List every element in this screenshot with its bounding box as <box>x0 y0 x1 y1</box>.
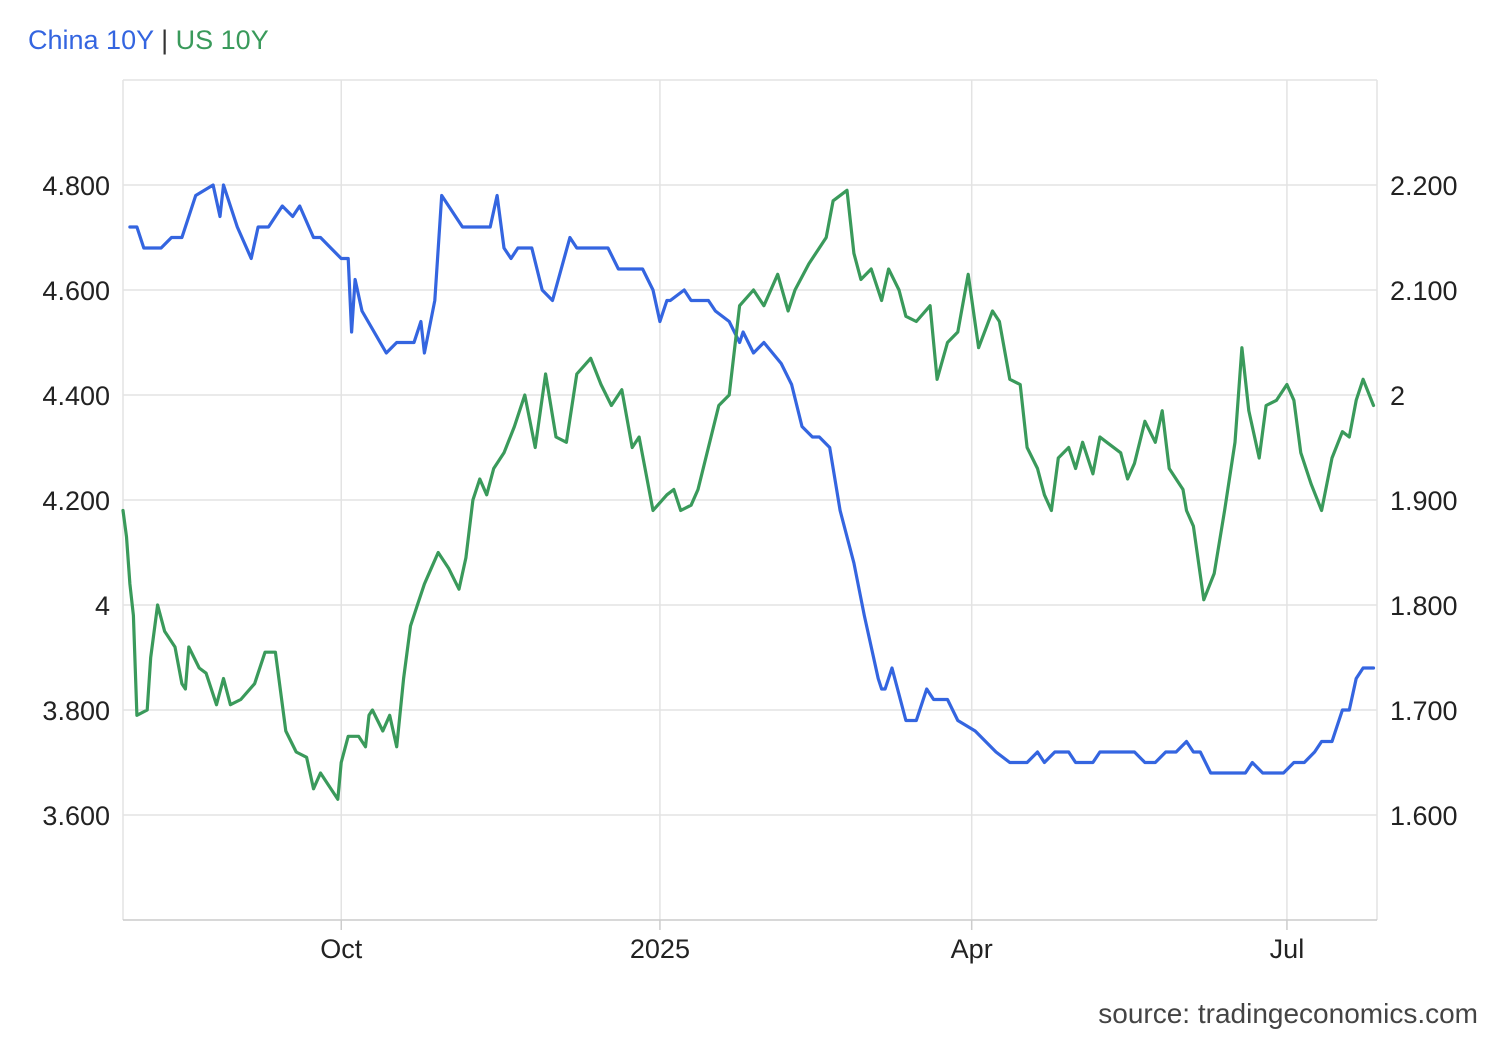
x-tick-label: Oct <box>320 934 363 964</box>
y-left-tick-label: 3.600 <box>42 801 110 831</box>
y-right-tick-label: 1.700 <box>1390 696 1458 726</box>
y-left-tick-label: 4.800 <box>42 171 110 201</box>
y-left-tick-label: 4.400 <box>42 381 110 411</box>
series-line-china-10y <box>128 183 1376 775</box>
y-right-tick-label: 2.100 <box>1390 276 1458 306</box>
legend-china-10y[interactable]: China 10Y <box>28 25 154 55</box>
legend-separator: | <box>161 25 169 55</box>
x-tick-label: Apr <box>951 934 993 964</box>
y-left-tick-label: 4.600 <box>42 276 110 306</box>
y-right-tick-label: 1.900 <box>1390 486 1458 516</box>
series-line-us-10y <box>121 188 1376 801</box>
y-right-tick-label: 2 <box>1390 381 1405 411</box>
y-right-tick-label: 1.600 <box>1390 801 1458 831</box>
y-left-tick-label: 4 <box>95 591 110 621</box>
legend-us-10y[interactable]: US 10Y <box>175 25 269 55</box>
x-tick-label: Jul <box>1270 934 1305 964</box>
chart-legend: China 10Y | US 10Y <box>28 22 269 58</box>
x-tick-label: 2025 <box>630 934 690 964</box>
y-left-tick-label: 4.200 <box>42 486 110 516</box>
y-left-tick-label: 3.800 <box>42 696 110 726</box>
y-right-tick-label: 1.800 <box>1390 591 1458 621</box>
source-credit: source: tradingeconomics.com <box>1098 998 1478 1029</box>
y-right-tick-label: 2.200 <box>1390 171 1458 201</box>
